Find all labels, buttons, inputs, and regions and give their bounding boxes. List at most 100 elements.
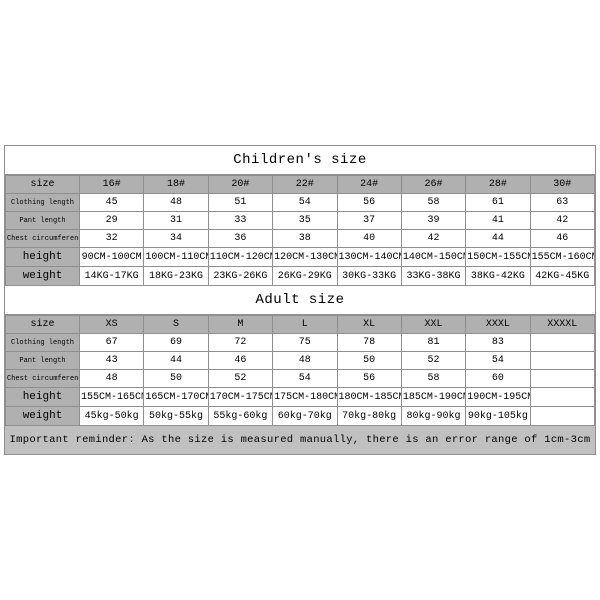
data-cell: 110CM-120CM bbox=[208, 248, 272, 267]
row-label: Chest circumference 1/2 bbox=[6, 230, 80, 248]
data-cell: 60 bbox=[466, 370, 530, 388]
header-cell: 22# bbox=[273, 176, 337, 194]
data-cell: 23KG-26KG bbox=[208, 267, 272, 286]
data-cell: 63 bbox=[530, 194, 594, 212]
data-cell: 175CM-180CM bbox=[273, 388, 337, 407]
data-cell: 56 bbox=[337, 194, 401, 212]
data-cell: 69 bbox=[144, 334, 208, 352]
row-label: Pant length bbox=[6, 352, 80, 370]
data-cell: 55kg-60kg bbox=[208, 407, 272, 426]
data-cell: 78 bbox=[337, 334, 401, 352]
data-cell: 155CM-160CM bbox=[530, 248, 594, 267]
data-cell: 120CM-130CM bbox=[273, 248, 337, 267]
header-cell: 20# bbox=[208, 176, 272, 194]
header-cell: 16# bbox=[80, 176, 144, 194]
data-cell bbox=[530, 388, 594, 407]
data-cell: 42KG-45KG bbox=[530, 267, 594, 286]
row-label: Clothing length bbox=[6, 334, 80, 352]
data-cell: 46 bbox=[208, 352, 272, 370]
data-cell: 61 bbox=[466, 194, 530, 212]
data-cell: 90CM-100CM bbox=[80, 248, 144, 267]
data-cell: 100CM-110CM bbox=[144, 248, 208, 267]
data-cell: 44 bbox=[144, 352, 208, 370]
header-cell: XXXL bbox=[466, 316, 530, 334]
row-label: height bbox=[6, 388, 80, 407]
data-cell: 52 bbox=[401, 352, 465, 370]
table-row: height90CM-100CM100CM-110CM110CM-120CM12… bbox=[6, 248, 595, 267]
row-label: Chest circumference 1/2 bbox=[6, 370, 80, 388]
data-cell: 14KG-17KG bbox=[80, 267, 144, 286]
table-row: Chest circumference 1/23234363840424446 bbox=[6, 230, 595, 248]
data-cell: 46 bbox=[530, 230, 594, 248]
table-row: Clothing length67697275788183 bbox=[6, 334, 595, 352]
header-cell: 26# bbox=[401, 176, 465, 194]
table-header-row: sizeXSSMLXLXXLXXXLXXXXL bbox=[6, 316, 595, 334]
table-row: Pant length43444648505254 bbox=[6, 352, 595, 370]
header-cell: L bbox=[273, 316, 337, 334]
header-cell: S bbox=[144, 316, 208, 334]
data-cell: 60kg-70kg bbox=[273, 407, 337, 426]
data-cell: 36 bbox=[208, 230, 272, 248]
data-cell: 80kg-90kg bbox=[401, 407, 465, 426]
table-header-row: size16#18#20#22#24#26#28#30# bbox=[6, 176, 595, 194]
data-cell bbox=[530, 352, 594, 370]
header-cell: XL bbox=[337, 316, 401, 334]
header-cell: XXL bbox=[401, 316, 465, 334]
table-row: Clothing length4548515456586163 bbox=[6, 194, 595, 212]
data-cell: 48 bbox=[273, 352, 337, 370]
data-cell: 48 bbox=[144, 194, 208, 212]
data-cell: 42 bbox=[530, 212, 594, 230]
children-table: size16#18#20#22#24#26#28#30#Clothing len… bbox=[5, 175, 595, 286]
row-label: Pant length bbox=[6, 212, 80, 230]
data-cell: 170CM-175CM bbox=[208, 388, 272, 407]
data-cell: 45kg-50kg bbox=[80, 407, 144, 426]
row-label: Clothing length bbox=[6, 194, 80, 212]
children-title: Children's size bbox=[5, 146, 595, 175]
reminder-note: Important reminder: As the size is measu… bbox=[5, 426, 595, 454]
data-cell: 180CM-185CM bbox=[337, 388, 401, 407]
data-cell: 32 bbox=[80, 230, 144, 248]
data-cell: 72 bbox=[208, 334, 272, 352]
data-cell: 31 bbox=[144, 212, 208, 230]
data-cell: 52 bbox=[208, 370, 272, 388]
adult-table: sizeXSSMLXLXXLXXXLXXXXLClothing length67… bbox=[5, 315, 595, 426]
data-cell bbox=[530, 334, 594, 352]
table-row: height155CM-165CM165CM-170CM170CM-175CM1… bbox=[6, 388, 595, 407]
header-cell: 24# bbox=[337, 176, 401, 194]
data-cell: 33 bbox=[208, 212, 272, 230]
data-cell: 83 bbox=[466, 334, 530, 352]
data-cell: 54 bbox=[273, 194, 337, 212]
data-cell: 165CM-170CM bbox=[144, 388, 208, 407]
data-cell: 54 bbox=[273, 370, 337, 388]
data-cell: 185CM-190CM bbox=[401, 388, 465, 407]
data-cell: 40 bbox=[337, 230, 401, 248]
data-cell: 33KG-38KG bbox=[401, 267, 465, 286]
data-cell: 130CM-140CM bbox=[337, 248, 401, 267]
data-cell: 42 bbox=[401, 230, 465, 248]
table-row: weight14KG-17KG18KG-23KG23KG-26KG26KG-29… bbox=[6, 267, 595, 286]
data-cell: 58 bbox=[401, 370, 465, 388]
data-cell: 58 bbox=[401, 194, 465, 212]
data-cell: 50 bbox=[337, 352, 401, 370]
data-cell: 39 bbox=[401, 212, 465, 230]
data-cell: 67 bbox=[80, 334, 144, 352]
data-cell: 81 bbox=[401, 334, 465, 352]
header-cell: 28# bbox=[466, 176, 530, 194]
table-row: Chest circumference 1/248505254565860 bbox=[6, 370, 595, 388]
data-cell: 51 bbox=[208, 194, 272, 212]
header-cell: XXXXL bbox=[530, 316, 594, 334]
data-cell: 50 bbox=[144, 370, 208, 388]
data-cell: 190CM-195CM bbox=[466, 388, 530, 407]
data-cell: 140CM-150CM bbox=[401, 248, 465, 267]
data-cell: 34 bbox=[144, 230, 208, 248]
row-label: weight bbox=[6, 267, 80, 286]
data-cell: 54 bbox=[466, 352, 530, 370]
header-cell: 30# bbox=[530, 176, 594, 194]
data-cell: 48 bbox=[80, 370, 144, 388]
data-cell: 35 bbox=[273, 212, 337, 230]
data-cell: 155CM-165CM bbox=[80, 388, 144, 407]
data-cell: 41 bbox=[466, 212, 530, 230]
header-label: size bbox=[6, 316, 80, 334]
header-cell: XS bbox=[80, 316, 144, 334]
data-cell: 150CM-155CM bbox=[466, 248, 530, 267]
